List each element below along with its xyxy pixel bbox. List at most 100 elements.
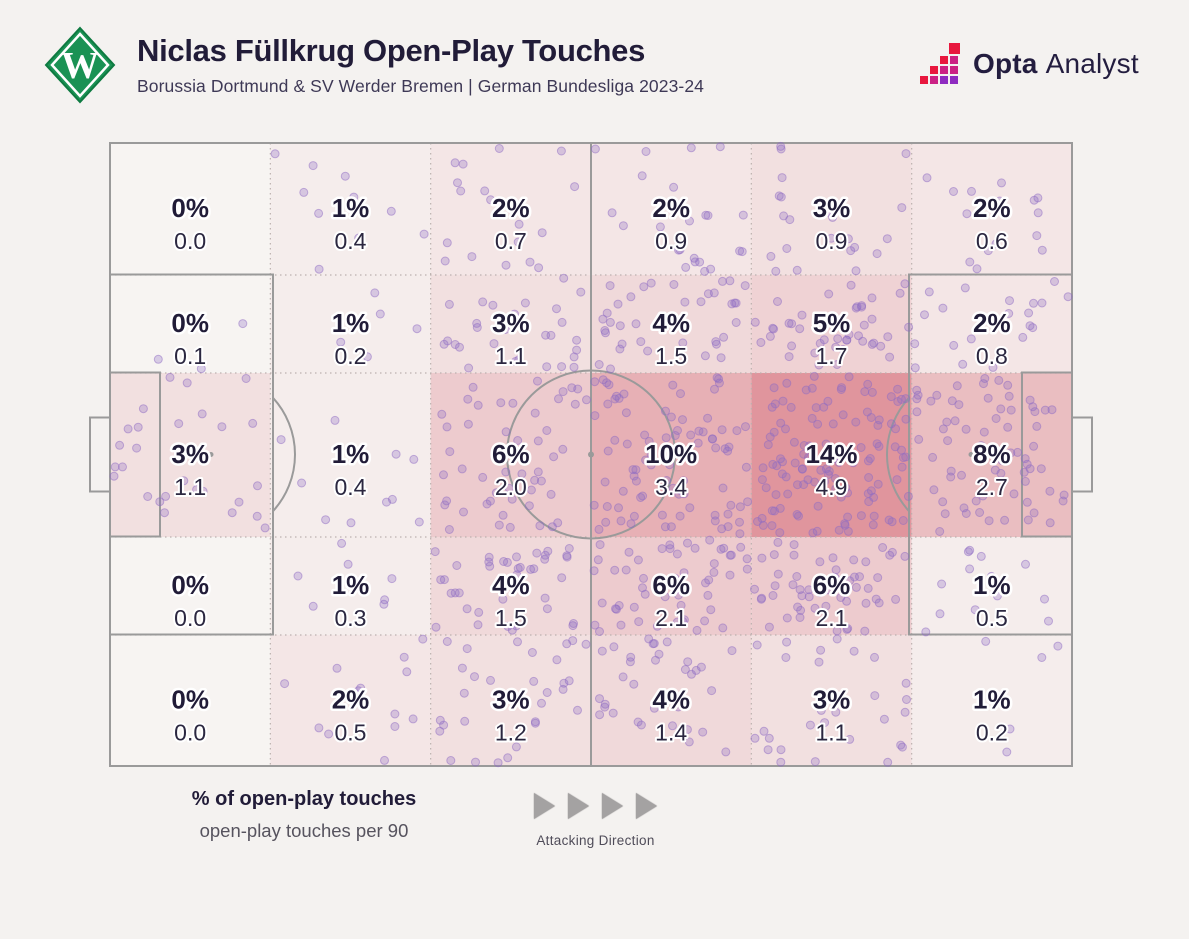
touch-dot — [314, 264, 324, 274]
zone-per90-label: 0.2 — [976, 720, 1008, 746]
touch-dot — [832, 452, 842, 462]
touch-dot — [967, 186, 976, 196]
touch-dot — [770, 581, 780, 591]
touch-dot — [370, 288, 380, 298]
touch-dot — [696, 662, 706, 672]
title-block: Niclas Füllkrug Open-Play Touches Boruss… — [137, 33, 704, 97]
touch-dot — [718, 276, 727, 286]
touch-dot — [217, 422, 227, 432]
touch-dot — [873, 479, 883, 489]
touch-dot — [533, 467, 543, 477]
touch-dot — [549, 452, 559, 462]
zone-per90-label: 0.3 — [335, 605, 367, 631]
touch-dot — [473, 620, 483, 630]
touch-dot — [633, 717, 643, 727]
touch-dot — [109, 471, 119, 481]
touch-dot — [442, 238, 452, 248]
touch-dot — [670, 431, 680, 440]
touch-dot — [736, 542, 746, 552]
touch-dot — [1020, 454, 1030, 464]
zone-pct-label: 8% — [973, 439, 1011, 469]
touch-dot — [343, 559, 353, 569]
touch-dot — [900, 551, 910, 561]
zone-per90-label: 0.6 — [976, 228, 1008, 254]
touch-dot — [872, 249, 882, 259]
touch-dot — [445, 447, 455, 457]
touch-dot — [442, 422, 452, 432]
zone-cell — [591, 635, 752, 766]
touch-dot — [552, 655, 562, 665]
touch-dot — [198, 486, 208, 496]
touch-dot — [525, 257, 535, 267]
touch-dot — [123, 424, 133, 434]
touch-dot — [526, 485, 536, 495]
touch-dot — [610, 565, 620, 575]
touch-dot — [387, 574, 397, 584]
touch-dot — [716, 353, 726, 363]
touch-dot — [507, 494, 517, 504]
touch-dot — [756, 338, 766, 347]
touch-dot — [665, 460, 675, 470]
touch-dot — [679, 476, 688, 486]
touch-dot — [806, 456, 816, 466]
touch-dot — [761, 483, 771, 493]
touch-dot — [901, 678, 911, 688]
touch-dot — [789, 550, 799, 560]
touch-dot — [815, 557, 825, 567]
touch-dot — [757, 475, 767, 485]
touch-dot — [821, 601, 831, 611]
touch-dot — [625, 657, 635, 667]
attacking-direction-arrow-icon — [636, 793, 657, 819]
touch-dot — [735, 517, 744, 527]
zone-per90-label: 1.5 — [495, 605, 527, 631]
touch-dot — [456, 186, 466, 196]
touch-dot — [676, 600, 686, 610]
touch-dot — [238, 319, 248, 329]
touch-dot — [861, 598, 871, 608]
touch-dot — [788, 580, 798, 590]
touch-dot — [508, 398, 518, 408]
touch-dot — [979, 427, 989, 437]
touch-dot — [704, 575, 714, 585]
touch-dot — [673, 702, 683, 712]
touch-dot — [727, 646, 737, 656]
zone-per90-label: 0.0 — [174, 605, 206, 631]
zone-pct-label: 3% — [492, 308, 530, 338]
touch-dot — [628, 465, 638, 475]
touch-dot — [768, 459, 778, 469]
touch-dot — [965, 545, 975, 555]
touch-dot — [1029, 441, 1039, 451]
touch-dot — [965, 564, 975, 574]
touch-dot — [610, 435, 620, 445]
zone-per90-label: 0.0 — [174, 720, 206, 746]
touch-dot — [660, 592, 670, 602]
touch-dot — [512, 570, 522, 580]
attacking-direction-legend: Attacking Direction — [518, 793, 673, 848]
touch-dot — [725, 570, 735, 580]
touch-dot — [641, 455, 651, 465]
touch-dot — [763, 745, 773, 755]
touch-dot — [719, 543, 729, 553]
zone-pct-label: 0% — [171, 308, 209, 338]
touch-dot — [462, 644, 472, 654]
touch-dot — [547, 522, 557, 532]
touch-dot — [603, 446, 613, 456]
touch-dot — [576, 287, 586, 297]
touch-dot — [750, 733, 760, 743]
touch-dot — [1021, 559, 1030, 569]
touch-dot — [463, 419, 473, 429]
touch-dot — [337, 538, 347, 548]
touch-dot — [696, 297, 706, 307]
touch-dot — [679, 615, 689, 625]
touch-dot — [776, 454, 785, 464]
touch-dot — [439, 339, 449, 349]
opta-analyst-icon — [920, 43, 960, 84]
touch-dot — [494, 144, 504, 153]
touch-dot — [459, 507, 468, 517]
touch-dot — [831, 342, 841, 352]
pitch-heatmap: 0% 0.0 1% 0.4 2% 0.7 2% 0.9 3% 0.9 2% 0.6 0% 0.1 1% 0.2… — [89, 141, 1093, 768]
touch-dot — [768, 591, 778, 600]
touch-dot — [826, 233, 836, 243]
touch-dot — [891, 594, 901, 604]
touch-dot — [597, 598, 607, 608]
